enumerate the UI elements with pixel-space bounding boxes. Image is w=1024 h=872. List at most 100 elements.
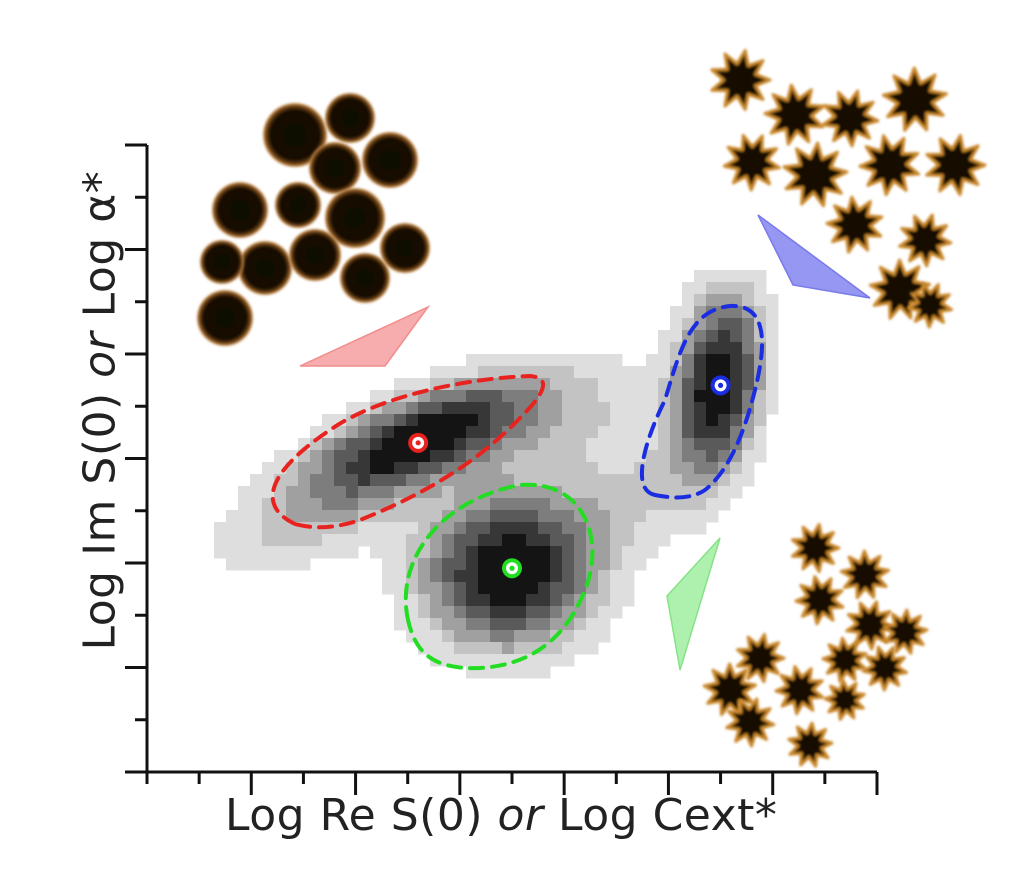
density-cell	[394, 522, 407, 535]
density-cell	[250, 510, 263, 523]
density-cell	[382, 462, 395, 475]
density-cell	[382, 438, 395, 451]
density-cell	[370, 522, 383, 535]
density-cell	[670, 426, 683, 439]
density-cell	[586, 462, 599, 475]
density-cell	[754, 354, 767, 367]
density-cell	[634, 378, 647, 391]
density-cell	[442, 486, 455, 499]
density-cell	[214, 522, 227, 535]
density-cell	[598, 546, 611, 559]
density-cell	[586, 594, 599, 607]
density-cell	[238, 498, 251, 511]
density-cell	[550, 582, 563, 595]
density-cell	[562, 438, 575, 451]
density-cell	[406, 510, 419, 523]
density-cell	[610, 462, 623, 475]
density-cell	[514, 534, 527, 547]
density-cell	[430, 486, 443, 499]
density-cell	[646, 378, 659, 391]
density-cell	[514, 618, 527, 631]
density-cell	[310, 450, 323, 463]
density-cell	[646, 546, 659, 559]
density-cell	[382, 582, 395, 595]
density-cell	[466, 450, 479, 463]
density-cell	[670, 474, 683, 487]
density-cell	[622, 390, 635, 403]
density-cell	[466, 462, 479, 475]
density-cell	[382, 558, 395, 571]
density-cell	[310, 522, 323, 535]
density-cell	[394, 486, 407, 499]
density-cell	[562, 546, 575, 559]
density-cell	[370, 498, 383, 511]
density-cell	[682, 438, 695, 451]
density-cell	[658, 354, 671, 367]
density-cell	[730, 414, 743, 427]
density-cell	[490, 582, 503, 595]
density-cell	[718, 414, 731, 427]
arrow-red	[299, 305, 431, 367]
density-cell	[490, 354, 503, 367]
density-cell	[478, 522, 491, 535]
density-cell	[418, 606, 431, 619]
density-cell	[490, 414, 503, 427]
density-cell	[562, 642, 575, 655]
density-cell	[358, 474, 371, 487]
density-cell	[502, 642, 515, 655]
density-cell	[682, 522, 695, 535]
density-cell	[454, 426, 467, 439]
density-cell	[502, 474, 515, 487]
density-cell	[658, 474, 671, 487]
density-cell	[514, 354, 527, 367]
density-cell	[490, 546, 503, 559]
density-cell	[430, 462, 443, 475]
density-cell	[634, 426, 647, 439]
density-cell	[334, 546, 347, 559]
density-cell	[238, 522, 251, 535]
density-cell	[598, 534, 611, 547]
density-cell	[682, 390, 695, 403]
density-cell	[694, 522, 707, 535]
density-cell	[298, 462, 311, 475]
density-cell	[406, 450, 419, 463]
density-cell	[538, 594, 551, 607]
density-cell	[346, 402, 359, 415]
density-cell	[502, 414, 515, 427]
y-axis-title: Log Im S(0) or Log α*	[75, 171, 126, 651]
density-cell	[538, 354, 551, 367]
nanostar-particle	[898, 213, 953, 268]
density-cell	[634, 510, 647, 523]
density-cell	[298, 474, 311, 487]
density-cell	[286, 534, 299, 547]
density-cell	[658, 438, 671, 451]
density-cell	[466, 438, 479, 451]
density-cell	[730, 390, 743, 403]
density-cell	[574, 522, 587, 535]
density-cell	[466, 522, 479, 535]
density-cell	[574, 558, 587, 571]
density-cell	[574, 570, 587, 583]
density-cell	[550, 594, 563, 607]
density-cell	[526, 354, 539, 367]
density-cell	[670, 318, 683, 331]
density-cell	[430, 606, 443, 619]
density-cell	[766, 402, 779, 415]
density-cell	[598, 630, 611, 643]
nanostar-particle	[845, 600, 896, 651]
density-cell	[670, 498, 683, 511]
density-cell	[538, 606, 551, 619]
density-cell	[466, 594, 479, 607]
density-cell	[490, 570, 503, 583]
nanostar-particle	[882, 608, 929, 655]
density-cell	[358, 462, 371, 475]
density-cell	[574, 534, 587, 547]
density-cell	[526, 570, 539, 583]
density-cell	[466, 390, 479, 403]
density-cell	[598, 498, 611, 511]
density-cell	[454, 390, 467, 403]
density-cell	[586, 498, 599, 511]
density-cell	[730, 354, 743, 367]
density-cell	[490, 450, 503, 463]
density-cell	[694, 378, 707, 391]
